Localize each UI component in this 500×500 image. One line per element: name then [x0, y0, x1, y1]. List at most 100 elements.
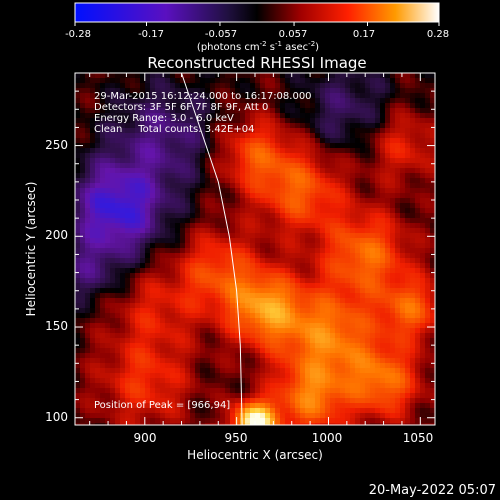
- heatmap-cell: [75, 98, 80, 103]
- heatmap-cell: [230, 223, 235, 228]
- heatmap-cell: [310, 138, 315, 143]
- heatmap-cell: [325, 198, 330, 203]
- heatmap-cell: [90, 333, 95, 338]
- heatmap-cell: [240, 83, 245, 88]
- heatmap-cell: [240, 358, 245, 363]
- heatmap-cell: [210, 303, 215, 308]
- heatmap-cell: [160, 333, 165, 338]
- heatmap-cell: [330, 413, 335, 418]
- heatmap-cell: [310, 153, 315, 158]
- heatmap-cell: [230, 293, 235, 298]
- heatmap-cell: [395, 398, 400, 403]
- heatmap-cell: [425, 83, 430, 88]
- heatmap-cell: [175, 358, 180, 363]
- heatmap-cell: [380, 333, 385, 338]
- heatmap-cell: [350, 133, 355, 138]
- heatmap-cell: [160, 378, 165, 383]
- heatmap-cell: [195, 108, 200, 113]
- heatmap-cell: [160, 143, 165, 148]
- heatmap-cell: [205, 153, 210, 158]
- heatmap-cell: [305, 128, 310, 133]
- heatmap-cell: [355, 338, 360, 343]
- heatmap-cell: [180, 143, 185, 148]
- heatmap-cell: [270, 303, 275, 308]
- heatmap-cell: [420, 128, 425, 133]
- heatmap-cell: [190, 153, 195, 158]
- heatmap-cell: [115, 328, 120, 333]
- heatmap-cell: [155, 308, 160, 313]
- heatmap-cell: [140, 418, 145, 423]
- heatmap-cell: [410, 353, 415, 358]
- heatmap-cell: [340, 263, 345, 268]
- heatmap-cell: [150, 358, 155, 363]
- heatmap-cell: [80, 243, 85, 248]
- heatmap-cell: [160, 268, 165, 273]
- heatmap-cell: [240, 138, 245, 143]
- heatmap-cell: [225, 278, 230, 283]
- heatmap-cell: [225, 178, 230, 183]
- heatmap-cell: [305, 413, 310, 418]
- heatmap-cell: [125, 273, 130, 278]
- heatmap-cell: [330, 308, 335, 313]
- heatmap-cell: [245, 228, 250, 233]
- heatmap-cell: [290, 108, 295, 113]
- heatmap-cell: [400, 403, 405, 408]
- heatmap-cell: [265, 393, 270, 398]
- heatmap-cell: [80, 188, 85, 193]
- heatmap-cell: [90, 323, 95, 328]
- heatmap-cell: [410, 148, 415, 153]
- heatmap-cell: [410, 293, 415, 298]
- heatmap-cell: [90, 353, 95, 358]
- heatmap-cell: [260, 233, 265, 238]
- heatmap-cell: [115, 83, 120, 88]
- heatmap-cell: [160, 283, 165, 288]
- heatmap-cell: [350, 208, 355, 213]
- heatmap-cell: [255, 173, 260, 178]
- heatmap-cell: [235, 238, 240, 243]
- heatmap-cell: [105, 128, 110, 133]
- heatmap-cell: [250, 388, 255, 393]
- heatmap-cell: [305, 243, 310, 248]
- heatmap-cell: [90, 188, 95, 193]
- heatmap-cell: [250, 233, 255, 238]
- heatmap-cell: [305, 173, 310, 178]
- heatmap-cell: [265, 323, 270, 328]
- heatmap-cell: [165, 328, 170, 333]
- heatmap-cell: [190, 78, 195, 83]
- heatmap-cell: [330, 173, 335, 178]
- heatmap-cell: [215, 253, 220, 258]
- heatmap-cell: [175, 308, 180, 313]
- heatmap-cell: [255, 373, 260, 378]
- heatmap-cell: [315, 173, 320, 178]
- heatmap-cell: [425, 213, 430, 218]
- heatmap-cell: [330, 373, 335, 378]
- heatmap-cell: [265, 278, 270, 283]
- heatmap-cell: [160, 343, 165, 348]
- heatmap-cell: [190, 173, 195, 178]
- heatmap-cell: [165, 148, 170, 153]
- heatmap-cell: [390, 143, 395, 148]
- heatmap-cell: [295, 338, 300, 343]
- heatmap-cell: [115, 103, 120, 108]
- heatmap-cell: [225, 93, 230, 98]
- heatmap-cell: [255, 273, 260, 278]
- heatmap-cell: [295, 143, 300, 148]
- heatmap-cell: [365, 388, 370, 393]
- heatmap-cell: [395, 188, 400, 193]
- heatmap-cell: [320, 363, 325, 368]
- heatmap-cell: [340, 238, 345, 243]
- heatmap-cell: [380, 178, 385, 183]
- heatmap-cell: [400, 133, 405, 138]
- heatmap-cell: [295, 183, 300, 188]
- heatmap-cell: [380, 163, 385, 168]
- heatmap-cell: [400, 123, 405, 128]
- heatmap-cell: [75, 263, 80, 268]
- heatmap-cell: [295, 353, 300, 358]
- heatmap-cell: [205, 73, 210, 78]
- heatmap-cell: [240, 313, 245, 318]
- heatmap-cell: [425, 393, 430, 398]
- heatmap-cell: [170, 348, 175, 353]
- heatmap-cell: [300, 138, 305, 143]
- heatmap-cell: [260, 343, 265, 348]
- heatmap-cell: [370, 148, 375, 153]
